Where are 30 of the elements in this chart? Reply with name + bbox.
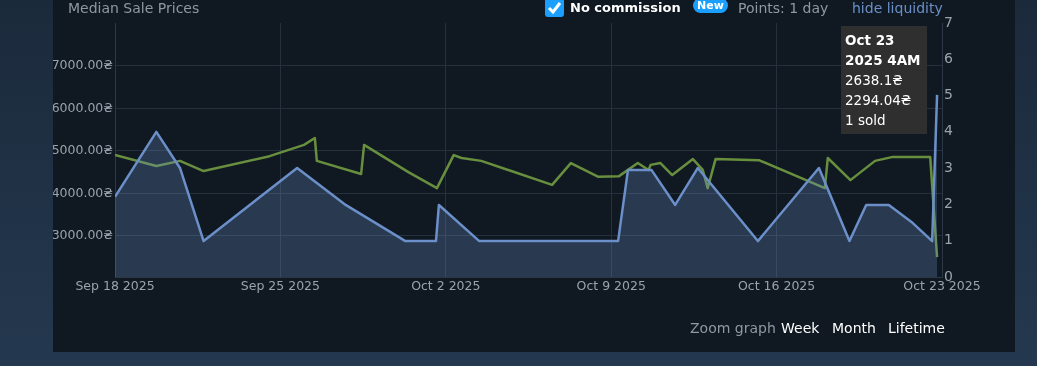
text: Points: 1 day: [738, 0, 829, 16]
chart-title: Median Sale Prices: [68, 0, 200, 16]
y2-tick-label: 2: [944, 195, 953, 212]
x-tick-label: Oct 2 2025: [411, 277, 481, 293]
y2-tick-label: 4: [944, 122, 953, 139]
y-tick-label: 4000.00₴: [51, 184, 113, 200]
text: Zoom graph: [690, 320, 776, 336]
annotation: Oct 23 2025 4AM: [845, 31, 922, 70]
annotation: 1 sold: [845, 111, 887, 130]
text: Month: [832, 320, 876, 336]
y2-tick-label: 1: [944, 231, 953, 248]
text: Lifetime: [888, 320, 945, 336]
text: Week: [781, 320, 820, 336]
y-tick-label: 3000.00₴: [51, 227, 113, 243]
text: New: [693, 0, 728, 13]
y-tick-label: 7000.00₴: [51, 57, 113, 73]
text: hide liquidity: [852, 0, 943, 16]
y-tick-label: 5000.00₴: [51, 142, 113, 158]
x-tick-label: Sep 18 2025: [75, 277, 155, 293]
y-tick-label: 6000.00₴: [51, 99, 113, 115]
x-tick-label: Oct 9 2025: [576, 277, 646, 293]
y2-tick-label: 6: [944, 49, 953, 66]
y2-tick-label: 5: [944, 86, 953, 103]
y2-tick-label: 3: [944, 158, 953, 175]
x-tick-label: Sep 25 2025: [240, 277, 321, 293]
text: No commission: [570, 0, 681, 15]
y2-tick-label: 7: [944, 13, 953, 30]
annotation: 2294.04₴: [845, 91, 913, 110]
x-tick-label: Oct 16 2025: [737, 277, 816, 293]
annotation: 2638.1₴: [845, 71, 904, 90]
